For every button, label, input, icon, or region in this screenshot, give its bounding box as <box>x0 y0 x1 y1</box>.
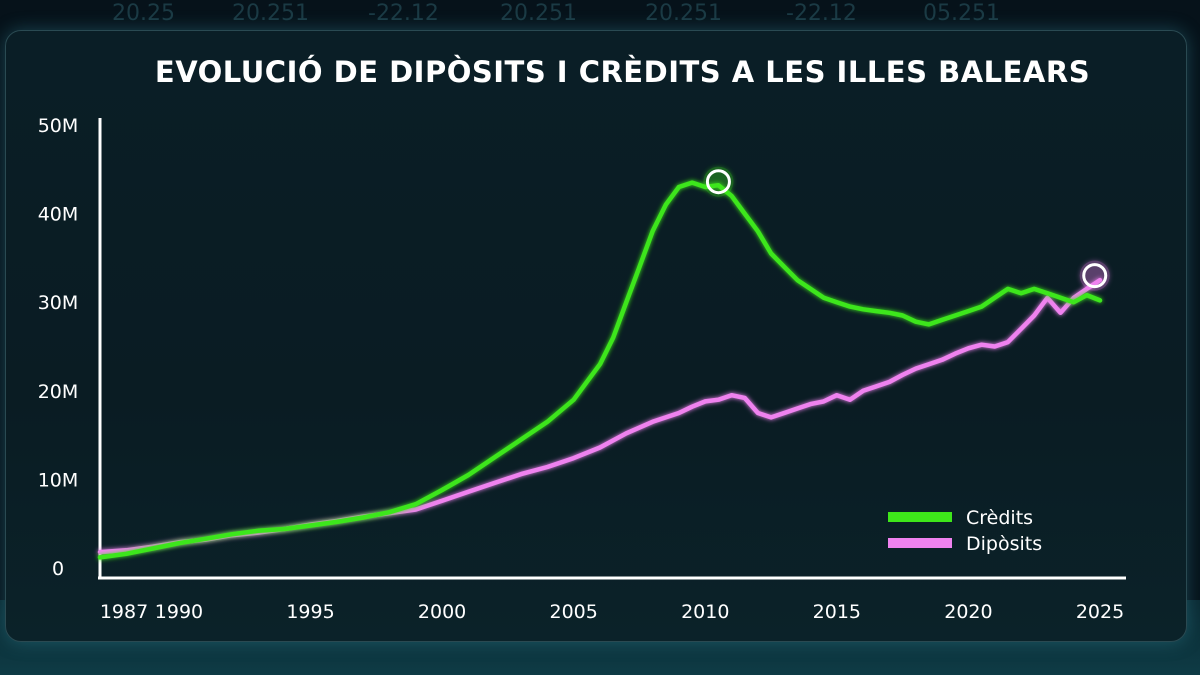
x-tick-label: 2010 <box>681 601 729 623</box>
x-tick-label: 2015 <box>813 601 861 623</box>
ticker-value: -22.12 <box>786 1 857 26</box>
ticker-value: 20.251 <box>500 1 577 26</box>
x-tick-label: 1990 <box>155 601 203 623</box>
ticker-value: 20.25 <box>112 1 175 26</box>
y-tick-label: 30M <box>38 292 79 314</box>
x-tick-label: 2000 <box>418 601 466 623</box>
y-tick-label: 0 <box>52 558 64 580</box>
highlight-marker <box>705 169 731 195</box>
legend-label: Dipòsits <box>966 533 1042 555</box>
ticker-value: -22.12 <box>368 1 439 26</box>
y-tick-label: 50M <box>38 115 79 137</box>
x-tick-label: 1987 <box>100 601 148 623</box>
series-line-credits <box>97 180 1103 560</box>
chart-title: EVOLUCIÓ DE DIPÒSITS I CRÈDITS A LES ILL… <box>154 55 1091 89</box>
x-tick-label: 1995 <box>286 601 334 623</box>
x-tick-label: 2025 <box>1076 601 1124 623</box>
y-tick-label: 10M <box>38 469 79 491</box>
background-ticker: 20.25 20.251 -22.12 20.251 20.251 -22.12… <box>0 0 1200 30</box>
series-line-diposits <box>97 277 1103 555</box>
x-tick-label: 2005 <box>550 601 598 623</box>
legend-label: Crèdits <box>966 507 1033 529</box>
ticker-value: 20.251 <box>232 1 309 26</box>
y-tick-label: 40M <box>38 204 79 226</box>
highlight-marker <box>1082 263 1108 289</box>
ticker-value: 20.251 <box>645 1 722 26</box>
ticker-value: 05.251 <box>923 1 1000 26</box>
x-tick-label: 2020 <box>944 601 992 623</box>
y-tick-label: 20M <box>38 381 79 403</box>
